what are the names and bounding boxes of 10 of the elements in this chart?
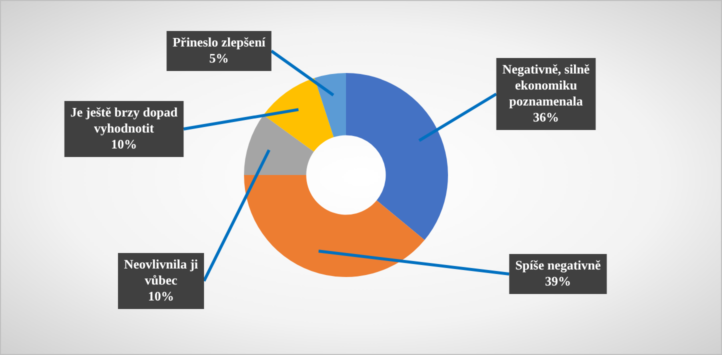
slice-label: Negativně, silně ekonomiku poznamenala [502,61,590,108]
data-label: 39% [545,273,571,288]
data-label: 5% [209,50,229,66]
slice-label: Neovlivnila ji vůbec [124,256,198,288]
slice-label: Přineslo zlepšení [172,34,266,50]
data-label: 10% [111,136,137,152]
slice-label: Spíše negativně [515,257,602,272]
slice-label: Je ještě brzy dopad vyhodnotit [70,104,178,136]
data-label: 36% [533,109,559,124]
data-label: 10% [148,288,174,304]
